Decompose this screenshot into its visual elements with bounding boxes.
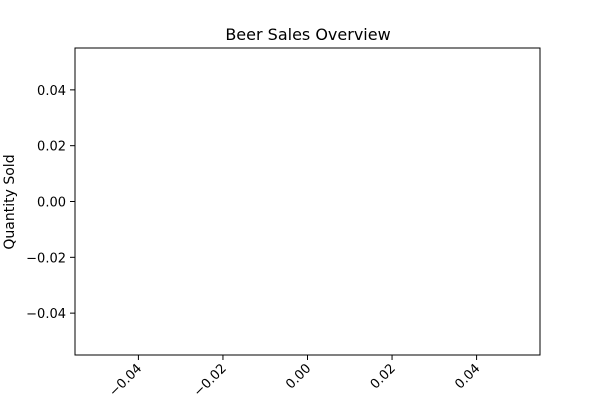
axes-frame — [74, 47, 541, 356]
y-tick-label: −0.02 — [26, 251, 66, 266]
y-tick-label: −0.04 — [26, 307, 66, 322]
y-axis-label: Quantity Sold — [2, 154, 18, 249]
y-tick-label: 0.02 — [37, 140, 66, 155]
chart-title: Beer Sales Overview — [225, 25, 390, 44]
y-tick-label: 0.00 — [37, 196, 66, 211]
y-axis: −0.04 −0.02 0.00 0.02 0.04 — [26, 84, 75, 322]
y-tick-label: 0.04 — [37, 84, 66, 99]
